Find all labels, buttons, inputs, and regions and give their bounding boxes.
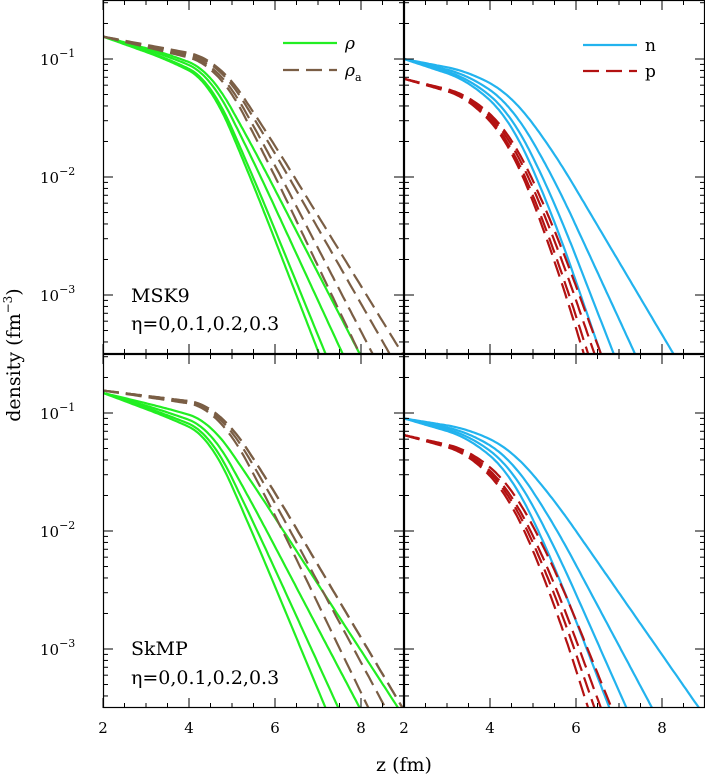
eta-label-bottom: η=0,0.1,0.2,0.3 xyxy=(131,667,279,689)
legend-p-label: p xyxy=(645,62,656,82)
panel-top-left xyxy=(103,35,404,354)
y-tick-exp: −1 xyxy=(59,47,75,60)
curve-p-eta-0.2 xyxy=(404,77,596,354)
curve-n-eta-0.3 xyxy=(404,57,675,354)
curve-rho-eta-0 xyxy=(103,391,327,708)
curves-layer xyxy=(103,35,701,708)
curve-p-eta-0.3 xyxy=(404,77,603,354)
eta-label-top: η=0,0.1,0.2,0.3 xyxy=(131,313,279,335)
panel-frame-bottom-right xyxy=(403,353,705,709)
curve-n-eta-0 xyxy=(404,417,611,708)
y-tick-label: 10−3 xyxy=(40,283,75,305)
x-tick-label: 4 xyxy=(184,719,194,737)
y-tick-exp: −3 xyxy=(59,637,75,650)
curve-rho-eta-0.1 xyxy=(103,391,340,708)
legend-rho-a-label: ρa xyxy=(344,61,362,84)
curve-rho-eta-0.2 xyxy=(103,391,362,708)
y-tick-exp: −1 xyxy=(59,401,75,414)
y-tick-base: 10 xyxy=(40,287,59,305)
panel-frame-top-right xyxy=(403,0,705,355)
y-tick-label: 10−1 xyxy=(40,401,75,423)
y-tick-label: 10−3 xyxy=(40,637,75,659)
curve-rho_a-eta-0.3 xyxy=(103,35,404,354)
curve-n-eta-0.2 xyxy=(404,57,637,354)
x-tick-label: 2 xyxy=(98,719,108,737)
curve-n-eta-0.1 xyxy=(404,417,628,708)
x-tick-label: 4 xyxy=(485,719,495,737)
y-axis-label: density (fm−3) xyxy=(1,288,25,421)
y-tick-base: 10 xyxy=(40,641,59,659)
y-tick-base: 10 xyxy=(40,523,59,541)
x-tick-label: 6 xyxy=(270,719,280,737)
model-label-bottom: SkMP xyxy=(131,638,188,660)
y-tick-label: 10−1 xyxy=(40,47,75,69)
x-tick-label: 2 xyxy=(399,719,409,737)
y-tick-exp: −3 xyxy=(59,283,75,296)
x-axis-label: z (fm) xyxy=(376,754,432,776)
curve-n-eta-0 xyxy=(404,57,603,354)
legend-left: ρ ρa xyxy=(283,34,362,84)
ticks-layer: 10−110−210−310−110−210−32 4 6 8 2 4 6 8 xyxy=(40,0,705,737)
curve-n-eta-0.3 xyxy=(404,417,701,708)
curve-rho_a-eta-0.2 xyxy=(103,389,404,708)
curve-rho_a-eta-0 xyxy=(103,35,362,354)
panel-bottom-left xyxy=(103,389,404,708)
y-tick-base: 10 xyxy=(40,51,59,69)
panel-bottom-right xyxy=(404,417,701,708)
curve-rho-eta-0.3 xyxy=(103,391,400,708)
curve-p-eta-0.2 xyxy=(404,434,603,708)
curve-rho-eta-0.1 xyxy=(103,35,327,354)
legend-right: n p xyxy=(583,36,656,82)
curve-rho-eta-0.3 xyxy=(103,35,362,354)
y-tick-exp: −2 xyxy=(59,165,75,178)
curve-n-eta-0.1 xyxy=(404,57,615,354)
model-label-top: MSK9 xyxy=(131,285,190,307)
y-tick-label: 10−2 xyxy=(40,165,75,187)
curve-rho_a-eta-0.1 xyxy=(103,389,387,708)
y-tick-base: 10 xyxy=(40,169,59,187)
curve-p-eta-0.3 xyxy=(404,434,613,708)
x-tick-label: 6 xyxy=(571,719,581,737)
x-tick-label: 8 xyxy=(657,719,667,737)
curve-rho_a-eta-0 xyxy=(103,389,370,708)
curve-rho_a-eta-0.1 xyxy=(103,35,374,354)
y-tick-base: 10 xyxy=(40,405,59,423)
curve-rho_a-eta-0.3 xyxy=(103,389,404,708)
y-tick-label: 10−2 xyxy=(40,519,75,541)
y-tick-exp: −2 xyxy=(59,519,75,532)
curve-n-eta-0.2 xyxy=(404,417,654,708)
x-tick-label: 8 xyxy=(356,719,366,737)
legend-rho-label: ρ xyxy=(344,34,355,54)
legend-n-label: n xyxy=(645,36,656,56)
panel-top-right xyxy=(404,57,675,354)
curve-rho-eta-0.2 xyxy=(103,35,344,354)
